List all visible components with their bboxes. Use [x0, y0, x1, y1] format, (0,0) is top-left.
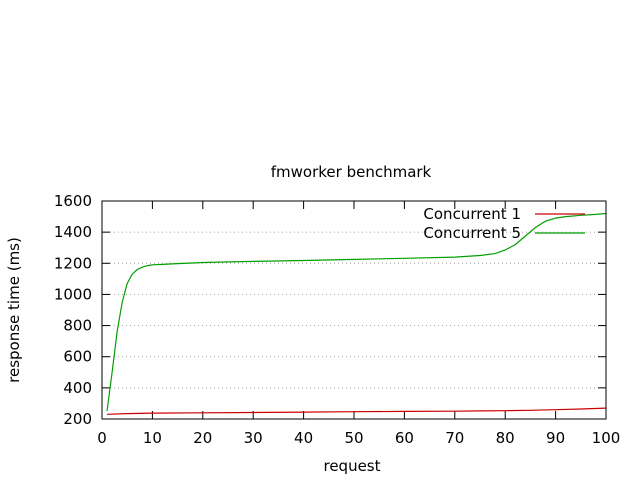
chart-title: fmworker benchmark	[271, 163, 432, 181]
y-tick-label: 200	[63, 410, 92, 428]
series-line	[106, 407, 607, 415]
legend-label: Concurrent 5	[423, 224, 521, 242]
x-tick-label: 60	[395, 429, 414, 447]
x-axis-ticks: 0 10 20 30 40 50 60 70 80 90 100	[97, 201, 620, 447]
y-tick-label: 800	[63, 317, 92, 335]
y-tick-label: 1200	[54, 254, 92, 272]
y-tick-label: 1400	[54, 223, 92, 241]
x-tick-label: 100	[592, 429, 621, 447]
x-axis-label: request	[323, 457, 380, 475]
x-tick-label: 40	[294, 429, 313, 447]
y-tick-label: 1000	[54, 285, 92, 303]
x-tick-label: 90	[546, 429, 565, 447]
y-axis-label: response time (ms)	[5, 237, 23, 383]
x-tick-label: 80	[496, 429, 515, 447]
series-lines	[106, 212, 607, 415]
series-line	[106, 212, 607, 412]
grid-lines	[102, 231, 606, 389]
y-tick-label: 400	[63, 379, 92, 397]
x-tick-label: 0	[97, 429, 107, 447]
x-tick-label: 50	[344, 429, 363, 447]
legend-label: Concurrent 1	[423, 205, 521, 223]
x-tick-label: 10	[143, 429, 162, 447]
x-tick-label: 30	[244, 429, 263, 447]
y-tick-label: 600	[63, 348, 92, 366]
y-tick-label: 1600	[54, 192, 92, 210]
x-tick-label: 70	[445, 429, 464, 447]
x-tick-label: 20	[193, 429, 212, 447]
plot-frame	[101, 200, 607, 420]
y-axis-ticks: 200 400 600 800 1000 1200 1400 1600	[54, 192, 606, 428]
